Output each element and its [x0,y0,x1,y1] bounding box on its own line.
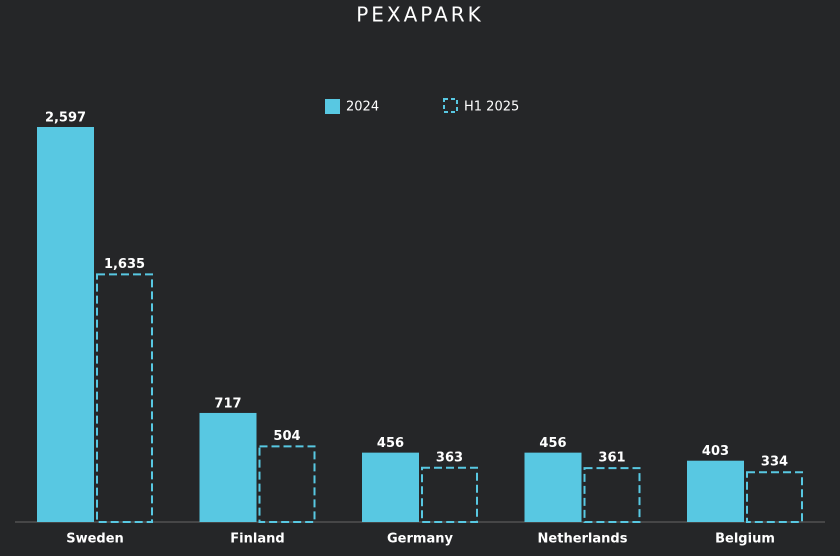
bar [258,445,316,523]
chart-title: PEXAPARK [356,3,484,27]
value-label: 456 [539,436,566,451]
x-tick-label: Finland [230,532,284,547]
x-tick-label: Sweden [66,532,124,547]
legend-label: H1 2025 [464,100,519,115]
legend-swatch [443,98,458,113]
value-label: 504 [273,429,300,444]
value-label: 363 [436,450,463,465]
value-label: 403 [702,444,729,459]
legend-label: 2024 [346,100,379,115]
bar [199,412,257,522]
bar [362,452,419,522]
x-tick-label: Netherlands [538,532,628,547]
bar [37,127,94,522]
bar [96,273,153,523]
bar [746,471,803,523]
value-label: 334 [761,455,788,470]
bar [524,452,582,522]
value-label: 1,635 [104,257,145,272]
value-label: 456 [377,436,404,451]
bar [421,466,478,523]
value-label: 2,597 [45,111,86,126]
value-label: 717 [214,396,241,411]
bar [583,467,641,523]
bar [687,460,744,522]
x-tick-label: Germany [387,532,453,547]
legend-swatch [325,99,340,114]
value-label: 361 [598,451,625,466]
x-tick-label: Belgium [715,532,775,547]
